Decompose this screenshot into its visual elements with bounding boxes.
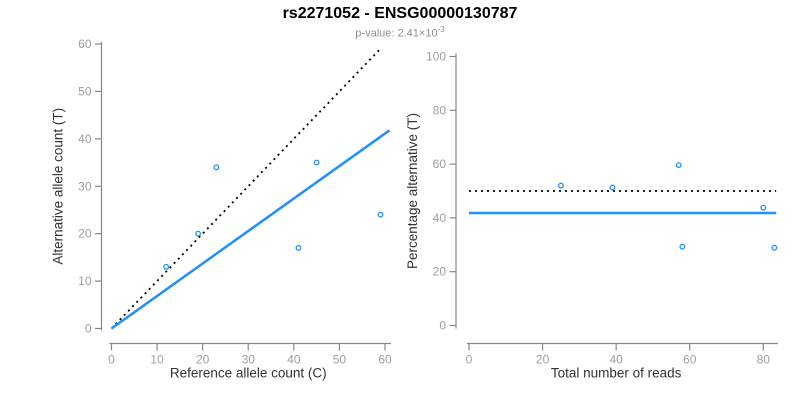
data-point [295,244,302,251]
figure-title: rs2271052 - ENSG00000130787 [282,5,518,22]
data-point [558,182,564,189]
x-tick-label: 0 [108,353,115,367]
y-axis-title: Percentage alternative (T) [405,113,420,269]
x-tick-label: 50 [333,353,347,367]
y-tick-label: 40 [433,211,447,225]
y-tick-label: 50 [78,84,92,98]
figure-subtitle: p-value: 2.41×10-3 [0,25,800,40]
y-tick-label: 30 [78,179,92,193]
y-tick-label: 60 [433,157,447,171]
y-tick-label: 20 [78,227,92,241]
data-point [675,162,682,169]
allele-count-scatter-plot: 0 10 20 30 40 50 60 0 10 20 30 40 50 60 Reference alle… [51,37,392,381]
y-tick-label: 0 [439,319,446,333]
x-tick-label: 40 [287,353,301,367]
data-point [771,244,778,251]
x-tick-label: 0 [466,353,473,367]
data-point [195,230,202,237]
data-point [377,211,384,218]
x-tick-label: 60 [378,353,392,367]
x-tick-label: 60 [683,353,697,367]
x-tick-label: 40 [609,353,623,367]
percentage-scatter-plot: 0 20 40 60 80 100 0 20 40 60 80 Total number of rea… [405,50,778,381]
data-point [760,204,767,211]
x-tick-label: 20 [536,353,550,367]
y-tick-label: 10 [78,274,92,288]
data-point [213,164,220,171]
x-axis-title: Total number of reads [551,366,682,381]
y-tick-label: 80 [433,103,447,117]
x-tick-label: 10 [150,353,164,367]
y-tick-label: 100 [426,50,446,64]
x-tick-label: 20 [196,353,210,367]
p-value-text: p-value: 2.41×10 [355,27,438,40]
data-point [313,159,320,166]
y-tick-label: 60 [78,37,92,51]
p-value-exponent: -3 [437,25,445,34]
y-tick-label: 20 [433,265,447,279]
y-axis-title: Alternative allele count (T) [51,108,66,265]
x-tick-label: 80 [757,353,771,367]
x-axis-title: Reference allele count (C) [170,366,327,381]
x-tick-label: 30 [242,353,256,367]
y-tick-label: 0 [85,322,92,336]
y-tick-label: 40 [78,132,92,146]
data-point [163,263,170,270]
fitted-line [110,129,391,330]
data-point [609,184,616,191]
expected-identity-line [110,48,382,330]
data-point [679,243,686,250]
